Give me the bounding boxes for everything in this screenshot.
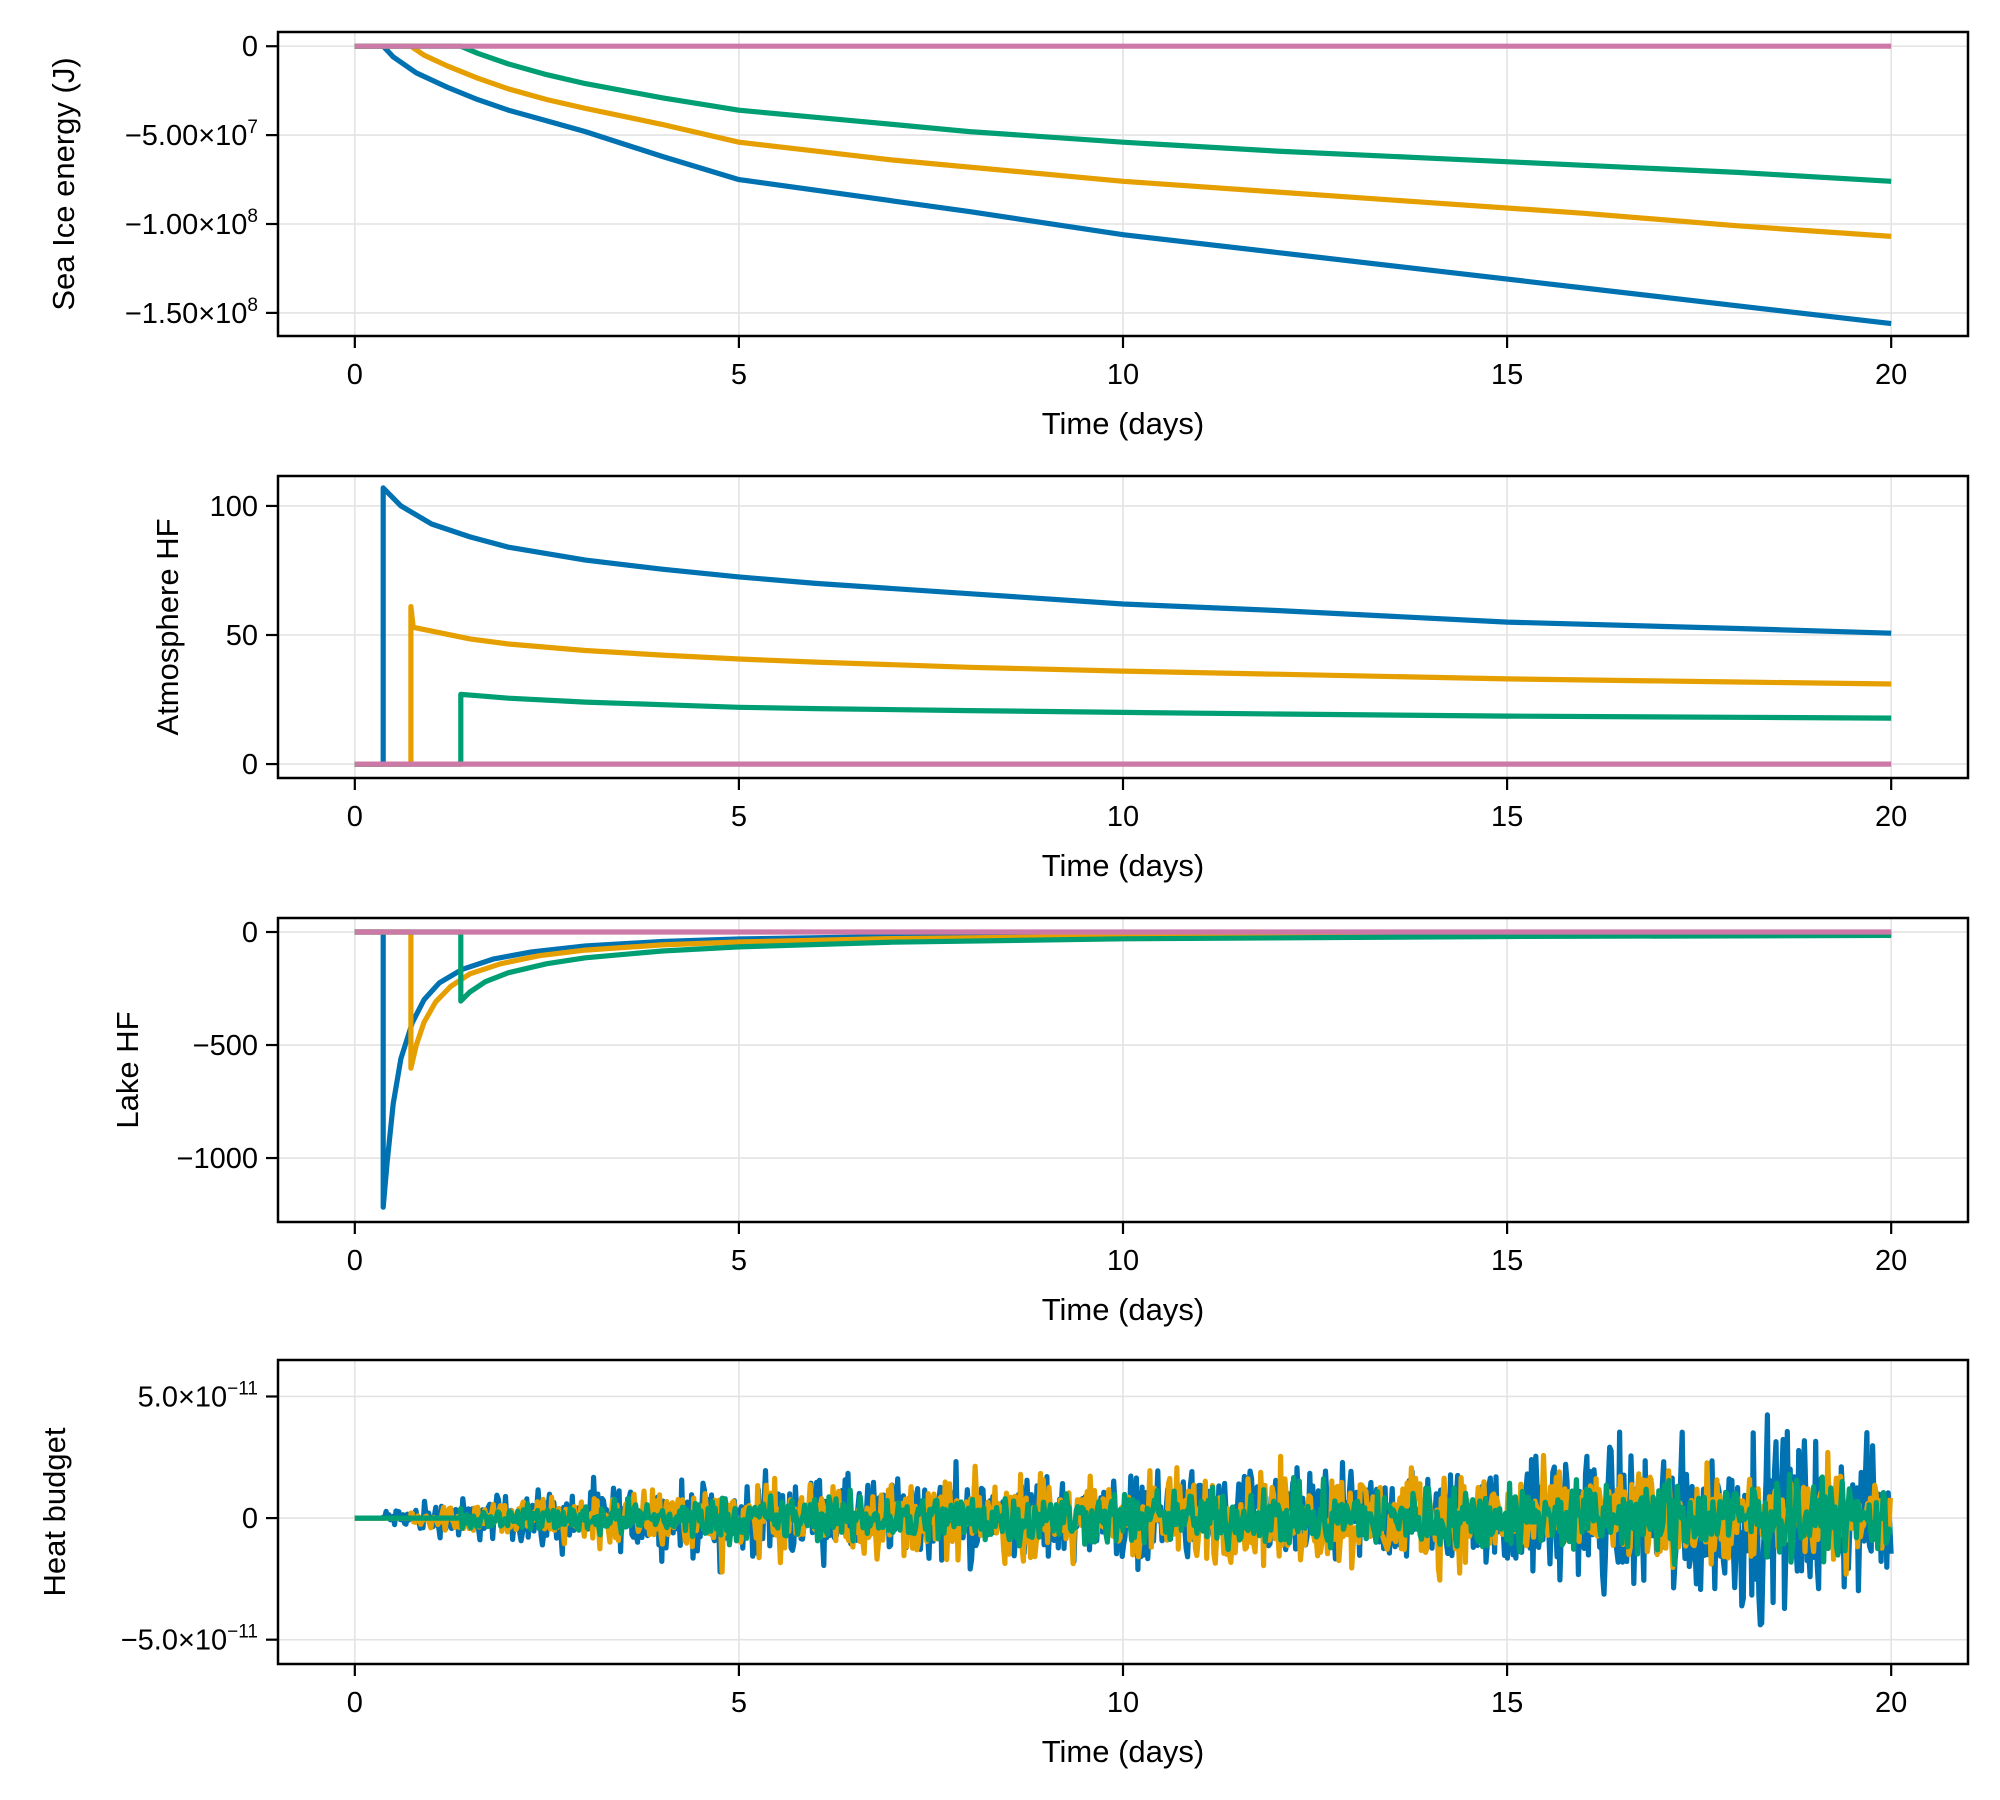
series-group xyxy=(354,43,1892,327)
x-tick-label: 20 xyxy=(1875,1245,1907,1277)
x-tick-label: 20 xyxy=(1875,1687,1907,1719)
x-tick-label: 0 xyxy=(347,801,363,833)
y-tick-label: −5.0×10−11 xyxy=(121,1622,258,1657)
x-tick-label: 5 xyxy=(731,1687,747,1719)
y-tick-label: −5.00×107 xyxy=(125,117,258,152)
y-tick-label: −1000 xyxy=(177,1143,258,1175)
x-tick-label: 5 xyxy=(731,359,747,391)
series-group xyxy=(354,485,1892,767)
x-tick-label: 15 xyxy=(1491,1245,1523,1277)
series-group xyxy=(354,1412,1894,1628)
x-tick-label: 5 xyxy=(731,801,747,833)
series-line-orange xyxy=(354,43,1892,239)
y-tick-label: 0 xyxy=(242,749,258,781)
x-tick-label: 0 xyxy=(347,1245,363,1277)
x-tick-label: 10 xyxy=(1107,1687,1139,1719)
series-line-blue xyxy=(354,43,1892,327)
series-group xyxy=(354,929,1892,1210)
y-tick-label: −500 xyxy=(193,1030,258,1062)
y-tick-label: 0 xyxy=(242,1503,258,1535)
y-axis-label: Sea Ice energy (J) xyxy=(46,57,81,310)
x-axis-label: Time (days) xyxy=(1042,1734,1204,1769)
series-line-blue xyxy=(354,485,1892,767)
series-line-orange xyxy=(354,929,1892,1071)
panel-lake-hf: 0 5 10 15 20 Time (days) 0 −500 −1000 Lake HF xyxy=(110,916,1970,1327)
panel-sea-ice-energy: 0 5 10 15 20 Time (days) 0 −5.00×107 −1.00×108 −1… xyxy=(46,30,1970,441)
x-axis-label: Time (days) xyxy=(1042,1292,1204,1327)
y-tick-label: 100 xyxy=(210,491,258,523)
x-axis-label: Time (days) xyxy=(1042,406,1204,441)
y-tick-label: 50 xyxy=(226,620,258,652)
panel-heat-budget: 0 5 10 15 20 Time (days) 5.0×10−11 0 −5.0×10−11 H… xyxy=(37,1358,1970,1769)
x-tick-label: 10 xyxy=(1107,1245,1139,1277)
y-tick-label: 0 xyxy=(242,917,258,949)
x-tick-label: 15 xyxy=(1491,1687,1523,1719)
x-tick-label: 15 xyxy=(1491,801,1523,833)
x-tick-label: 10 xyxy=(1107,801,1139,833)
x-tick-label: 20 xyxy=(1875,359,1907,391)
series-line-green xyxy=(354,1471,1893,1568)
series-line-orange xyxy=(354,603,1892,767)
series-line-green xyxy=(354,929,1892,1004)
y-axis-label: Lake HF xyxy=(110,1011,145,1128)
panel-atmosphere-hf: 0 5 10 15 20 Time (days) 0 50 100 Atmosphere HF xyxy=(150,474,1970,883)
y-axis-label: Heat budget xyxy=(37,1427,72,1596)
y-tick-label: 0 xyxy=(242,31,258,63)
series-line-green xyxy=(354,43,1892,184)
x-tick-label: 15 xyxy=(1491,359,1523,391)
x-tick-label: 0 xyxy=(347,359,363,391)
x-tick-label: 0 xyxy=(347,1687,363,1719)
series-line-green xyxy=(354,691,1892,767)
y-tick-label: 5.0×10−11 xyxy=(138,1378,258,1413)
x-axis-label: Time (days) xyxy=(1042,848,1204,883)
x-tick-label: 5 xyxy=(731,1245,747,1277)
y-tick-label: −1.00×108 xyxy=(125,206,258,241)
x-tick-label: 10 xyxy=(1107,359,1139,391)
x-tick-label: 20 xyxy=(1875,801,1907,833)
y-tick-label: −1.50×108 xyxy=(125,295,258,330)
y-axis-label: Atmosphere HF xyxy=(150,518,185,735)
